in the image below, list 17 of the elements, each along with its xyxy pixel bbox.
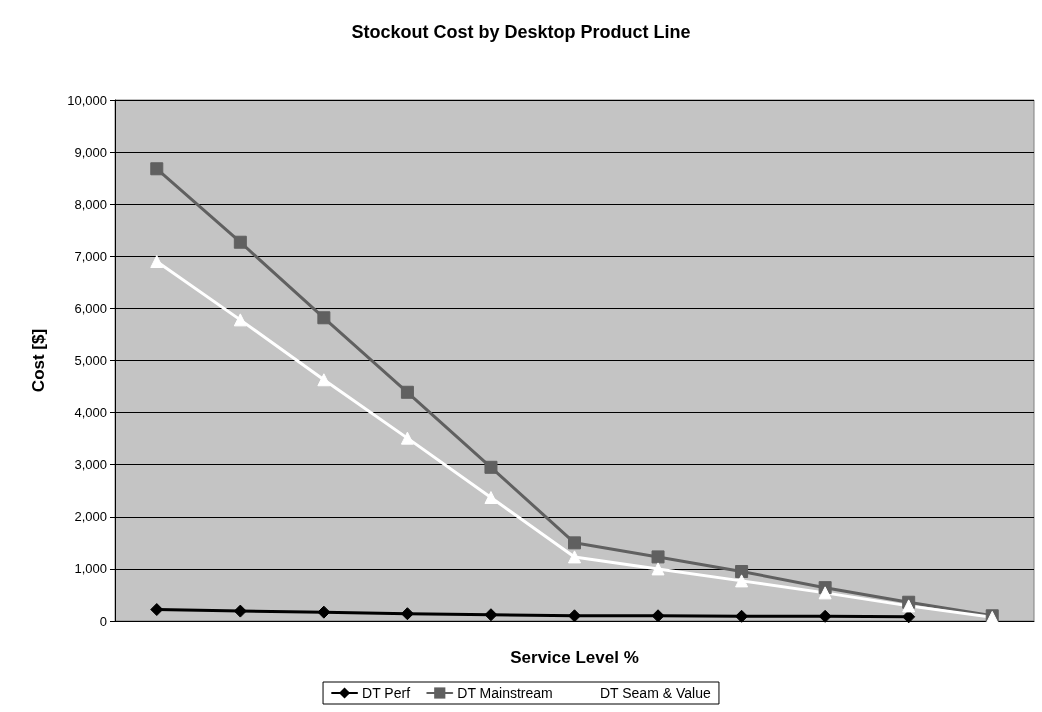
y-tick-label: 9,000 <box>74 144 107 160</box>
y-tick-label: 10,000 <box>67 92 107 108</box>
y-tick-label: 3,000 <box>74 457 107 473</box>
x-axis-title: Service Level % <box>510 648 639 667</box>
y-axis-title: Cost [$] <box>29 328 48 393</box>
y-tick-label: 4,000 <box>74 405 107 421</box>
y-tick-label: 1,000 <box>74 561 107 577</box>
chart-title: Stockout Cost by Desktop Product Line <box>351 22 691 42</box>
y-tick-label: 0 <box>99 613 107 629</box>
y-tick-label: 6,000 <box>74 300 107 316</box>
y-tick-label: 2,000 <box>74 509 107 525</box>
legend-label: DT Mainstream <box>457 685 553 701</box>
legend-label: DT Perf <box>362 685 411 701</box>
y-tick-label: 8,000 <box>74 196 107 212</box>
y-tick-label: 5,000 <box>74 353 107 368</box>
y-tick-label: 7,000 <box>74 248 107 264</box>
text: DT Seam & Value <box>599 685 711 701</box>
